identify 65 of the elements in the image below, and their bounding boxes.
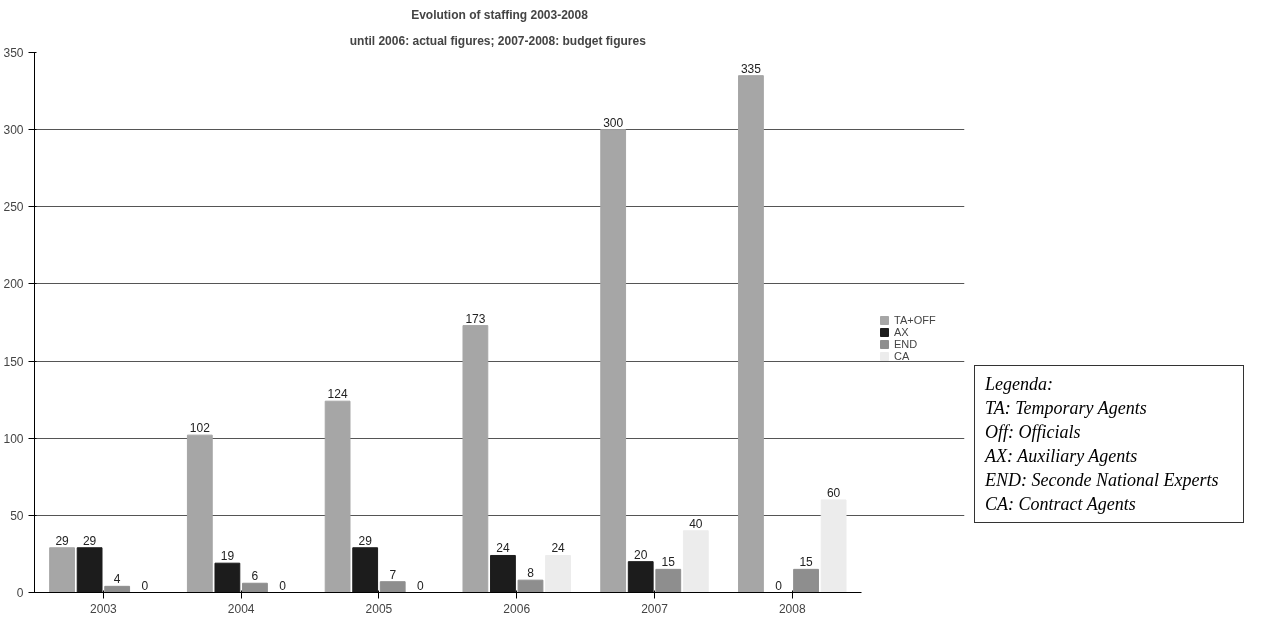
x-tick-label: 2003 — [90, 601, 118, 616]
bar — [76, 547, 103, 593]
bar — [627, 561, 654, 593]
legend-label: END — [894, 338, 918, 350]
y-tick-label: 250 — [3, 200, 24, 215]
chart-title: Evolution of staffing 2003-2008 — [411, 7, 589, 22]
data-label: 102 — [189, 421, 211, 436]
bar — [600, 129, 627, 593]
bar — [738, 75, 764, 593]
data-label: 15 — [661, 555, 676, 570]
data-label: 0 — [775, 578, 783, 593]
bar — [793, 568, 819, 593]
data-label: 24 — [551, 541, 566, 556]
chart-subtitle: until 2006: actual figures; 2007-2008: budget figures — [349, 33, 647, 48]
bar — [462, 325, 489, 593]
data-label: 24 — [496, 541, 510, 556]
bar — [517, 579, 544, 593]
y-tick-label: 300 — [3, 123, 24, 138]
text: Legenda: TA: Temporary Agents Off: Officials AX: Auxiliary Agents END: Seconde National Experts CA: Contract Agents — [985, 373, 1219, 516]
data-label: 29 — [55, 533, 70, 548]
data-label: 4 — [113, 572, 121, 587]
bar — [379, 581, 406, 593]
data-label: 173 — [465, 311, 486, 326]
bar — [682, 530, 709, 593]
bar — [104, 585, 131, 593]
data-label: 335 — [740, 61, 762, 76]
data-label: 40 — [689, 516, 703, 531]
y-tick-label: 150 — [3, 354, 24, 369]
data-label: 20 — [634, 547, 648, 562]
y-tick-label: 50 — [10, 508, 24, 523]
x-tick-label: 2006 — [503, 601, 531, 616]
bar — [242, 582, 268, 593]
data-label: 29 — [82, 533, 97, 548]
y-tick-label: 100 — [3, 431, 24, 446]
bar — [186, 434, 213, 593]
y-tick-label: 0 — [16, 586, 24, 600]
data-label: 124 — [327, 387, 348, 402]
legend-label: AX — [894, 326, 910, 338]
x-tick-label: 2007 — [641, 601, 669, 616]
data-label: 8 — [527, 566, 535, 581]
bar — [820, 499, 847, 593]
data-label: 0 — [279, 578, 287, 593]
y-tick-label: 350 — [3, 46, 24, 60]
legend-label: CA — [894, 350, 911, 362]
legend-label: TA+OFF — [894, 314, 936, 326]
bar — [352, 547, 379, 593]
data-label: 15 — [799, 555, 814, 570]
bar — [490, 554, 516, 593]
data-label: 29 — [358, 533, 373, 548]
x-tick-label: 2004 — [227, 601, 255, 616]
data-label: 0 — [141, 578, 149, 593]
bar — [545, 554, 571, 593]
data-label: 19 — [220, 549, 235, 564]
bar — [655, 568, 682, 593]
data-label: 0 — [416, 578, 424, 593]
bar — [49, 547, 75, 593]
data-label: 60 — [826, 485, 841, 500]
bar — [324, 400, 351, 593]
data-label: 300 — [603, 115, 624, 130]
x-tick-label: 2008 — [778, 601, 806, 616]
data-label: 6 — [251, 569, 259, 584]
x-tick-label: 2005 — [365, 601, 393, 616]
bar — [214, 562, 241, 593]
data-label: 7 — [389, 567, 397, 582]
y-tick-label: 200 — [3, 277, 24, 292]
